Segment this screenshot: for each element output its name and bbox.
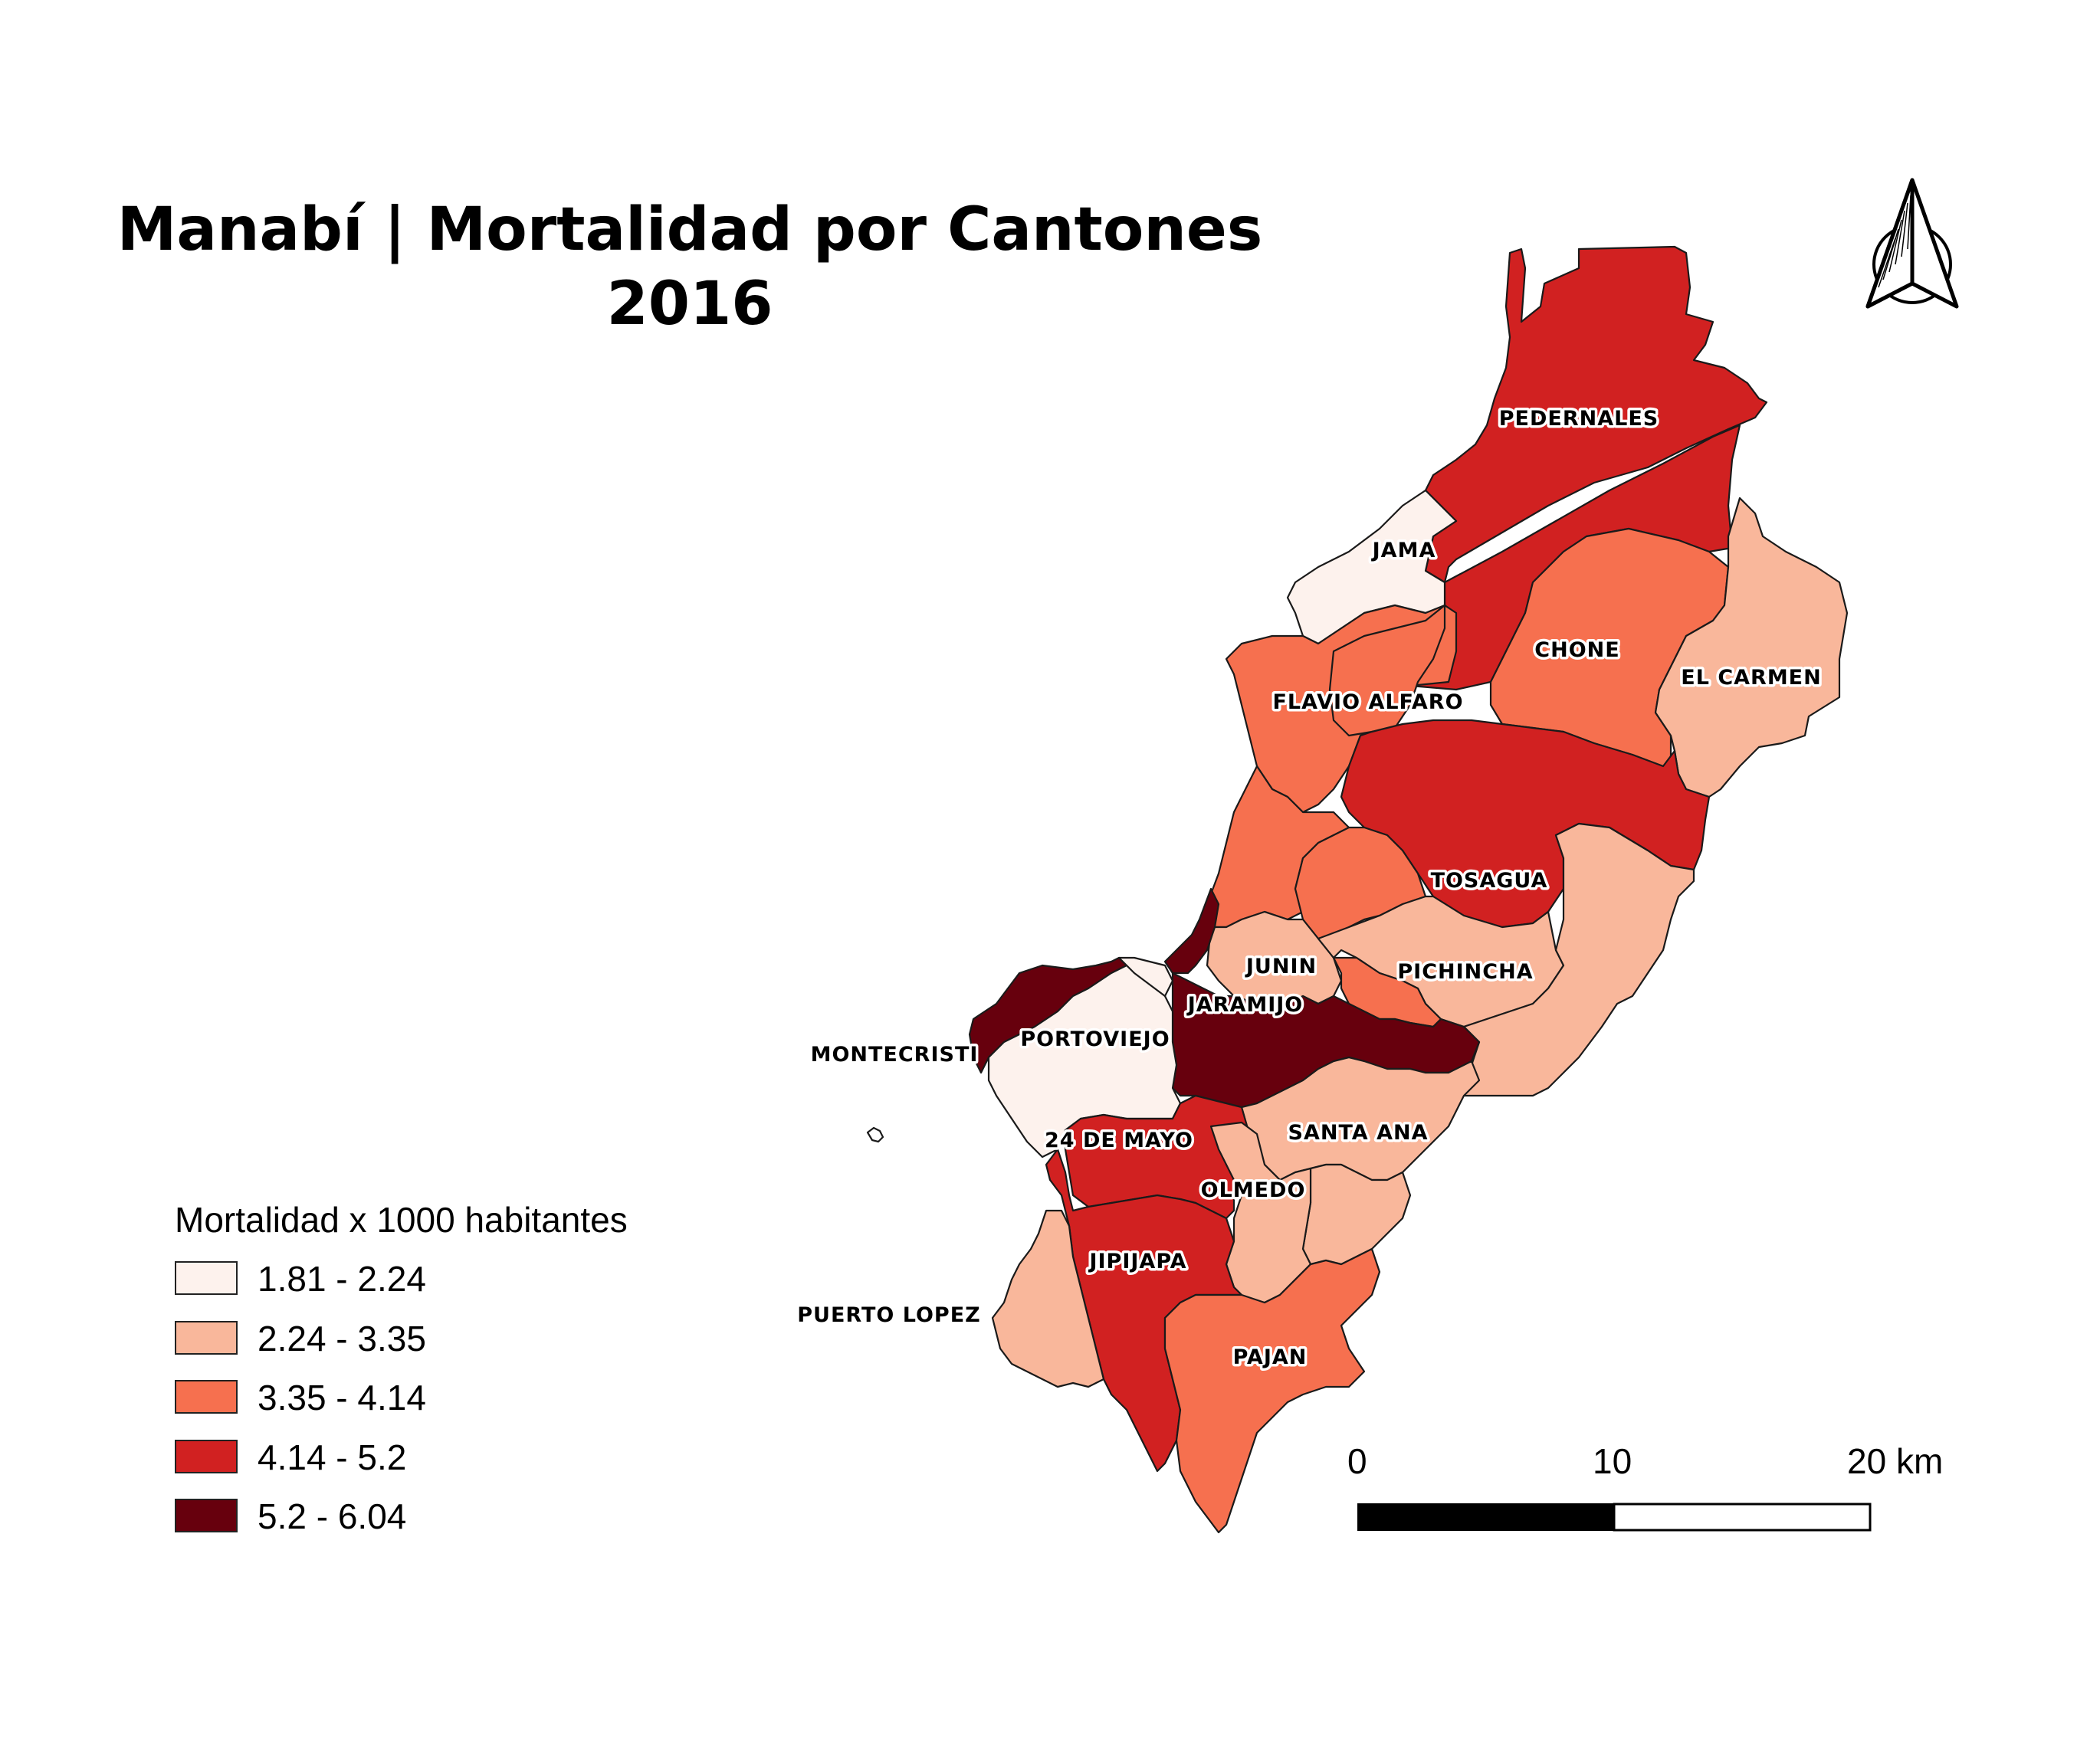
canton-orange-mid — [1206, 765, 1350, 929]
legend-swatch-4 — [175, 1440, 238, 1473]
label-junin: JUNIN — [1245, 955, 1317, 978]
label-portoviejo: PORTOVIEJO — [1020, 1027, 1170, 1051]
label-tosagua: TOSAGUA — [1431, 869, 1548, 893]
cantons-layer — [866, 245, 1849, 1534]
canton-jaramijo-strip — [1163, 887, 1220, 975]
label-pajan: PAJAN — [1233, 1345, 1308, 1369]
canton-chone[interactable] — [1489, 527, 1730, 768]
canton-peach-south — [1301, 1163, 1412, 1266]
north-arrow-icon — [1865, 178, 1959, 309]
label-flavio-alfaro: FLAVIO ALFARO — [1272, 690, 1463, 714]
canton-white-small — [1117, 956, 1174, 998]
canton-peach-east — [1455, 822, 1695, 1097]
legend-label-4: 4.14 - 5.2 — [258, 1437, 407, 1477]
canton-portoviejo[interactable] — [987, 964, 1182, 1159]
canton-pedernales[interactable] — [1424, 245, 1768, 584]
legend-label-2: 2.24 - 3.35 — [258, 1319, 426, 1358]
canton-puerto-lopez[interactable] — [991, 1209, 1105, 1388]
canton-flavio-east — [1328, 604, 1446, 737]
legend-title: Mortalidad x 1000 habitantes — [175, 1200, 628, 1240]
scale-label-0: 0 — [1347, 1441, 1367, 1481]
islet — [866, 1126, 884, 1143]
scale-bar-segment-white — [1613, 1503, 1872, 1532]
canton-orange-mid2 — [1294, 826, 1427, 940]
label-el-carmen: EL CARMEN — [1681, 666, 1821, 690]
labels-layer: PEDERNALES JAMA CHONE EL CARMEN FLAVIO A… — [795, 405, 1823, 1372]
legend-swatch-1 — [175, 1261, 238, 1295]
map-year: 2016 — [606, 270, 773, 339]
label-puerto-lopez: PUERTO LOPEZ — [797, 1303, 981, 1327]
label-chone: CHONE — [1534, 638, 1619, 662]
label-pichincha: PICHINCHA — [1397, 960, 1533, 984]
scale-label-20: 20 km — [1847, 1441, 1944, 1481]
legend-label-1: 1.81 - 2.24 — [258, 1259, 426, 1299]
label-jama: JAMA — [1371, 539, 1436, 562]
legend-label-5: 5.2 - 6.04 — [258, 1496, 407, 1536]
canton-24-de-mayo[interactable] — [1064, 1094, 1258, 1220]
canton-pajan[interactable] — [1163, 1247, 1381, 1534]
scale-bar-segment-black — [1357, 1503, 1615, 1531]
label-pedernales: PEDERNALES — [1499, 407, 1659, 431]
map-title: Manabí | Mortalidad por Cantones — [116, 195, 1263, 264]
legend-label-3: 3.35 - 4.14 — [258, 1378, 426, 1417]
label-olmedo: OLMEDO — [1201, 1178, 1306, 1202]
label-24-de-mayo: 24 DE MAYO — [1045, 1129, 1193, 1152]
label-jaramijo: JARAMIJO — [1186, 993, 1304, 1017]
scale-label-10: 10 — [1593, 1441, 1632, 1481]
scale-bar — [1357, 1503, 1872, 1532]
label-jipijapa: JIPIJAPA — [1088, 1250, 1186, 1273]
legend-swatch-5 — [175, 1499, 238, 1532]
label-montecristi: MONTECRISTI — [811, 1043, 979, 1067]
legend-swatch-3 — [175, 1380, 238, 1414]
label-santa-ana: SANTA ANA — [1288, 1121, 1429, 1145]
legend-swatch-2 — [175, 1321, 238, 1355]
canton-el-carmen[interactable] — [1654, 497, 1849, 798]
